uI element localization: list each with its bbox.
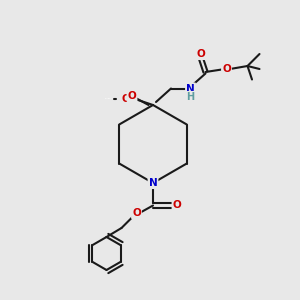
Text: N: N	[186, 83, 195, 94]
Text: O: O	[122, 94, 130, 104]
Text: O: O	[222, 64, 231, 74]
Text: H: H	[186, 92, 195, 102]
Text: O: O	[132, 208, 141, 218]
Text: O: O	[128, 91, 136, 101]
Text: O: O	[196, 49, 206, 59]
Text: methoxy: methoxy	[105, 98, 111, 99]
Text: methoxy: methoxy	[108, 98, 114, 99]
Text: N: N	[148, 178, 158, 188]
Text: O: O	[172, 200, 182, 211]
